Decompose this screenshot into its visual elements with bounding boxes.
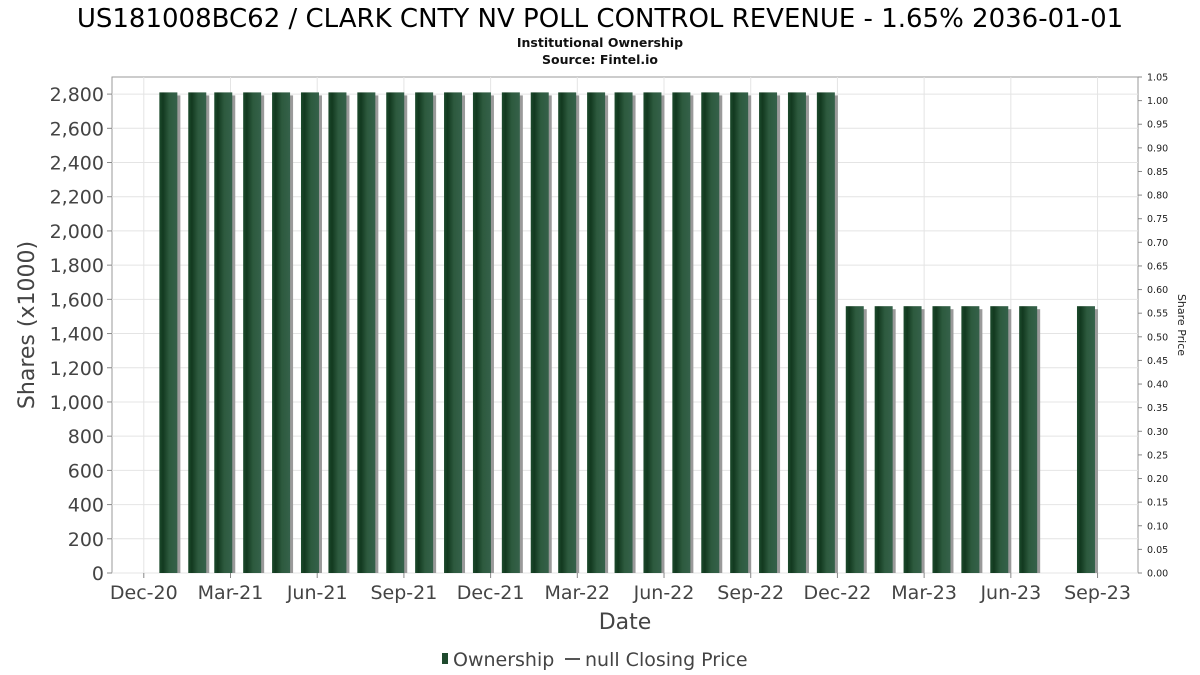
legend-price-label: null Closing Price <box>585 649 748 671</box>
y2-tick-label: 0.25 <box>1147 450 1168 461</box>
y2-tick-label: 1.00 <box>1147 96 1168 107</box>
y-tick-label: 2,600 <box>50 118 104 140</box>
ownership-bar <box>214 92 233 574</box>
ownership-bar <box>530 92 549 574</box>
y-tick-label: 2,000 <box>50 221 104 243</box>
y-tick-label: 1,400 <box>50 324 104 346</box>
ownership-bar <box>188 92 207 574</box>
y2-tick-label: 0.00 <box>1147 569 1168 580</box>
ownership-bar <box>845 306 864 573</box>
ownership-bars <box>159 92 1098 574</box>
ownership-bar <box>386 92 405 574</box>
y2-tick-label: 0.75 <box>1147 214 1168 225</box>
x-tick-label: Jun-22 <box>633 582 695 604</box>
x-tick-label: Sep-21 <box>370 582 437 604</box>
x-tick-label: Jun-23 <box>979 582 1041 604</box>
y-tick-label: 2,800 <box>50 84 104 106</box>
y2-tick-label: 0.35 <box>1147 403 1168 414</box>
ownership-bar <box>759 92 778 574</box>
y-tick-label: 1,800 <box>50 255 104 277</box>
y-axis-label: Shares (x1000) <box>15 241 40 409</box>
ownership-bar <box>730 92 749 574</box>
ownership-bar <box>472 92 491 574</box>
legend: Ownership null Closing Price <box>442 649 748 671</box>
chart-source: Source: Fintel.io <box>542 52 658 67</box>
x-tick-label: Sep-23 <box>1064 582 1131 604</box>
y2-tick-label: 0.55 <box>1147 309 1168 320</box>
x-tick-label: Dec-21 <box>457 582 525 604</box>
ownership-bar <box>990 306 1009 573</box>
y-axis-ticks: 0 200 400 600 800 1,000 1,200 1,400 1,600 1,800 2,… <box>50 84 112 585</box>
y2-tick-label: 1.05 <box>1147 73 1168 84</box>
ownership-bar <box>415 92 434 574</box>
ownership-bar <box>272 92 291 574</box>
ownership-bar <box>932 306 951 573</box>
ownership-bar <box>614 92 633 574</box>
ownership-bar <box>328 92 347 574</box>
y2-tick-label: 0.15 <box>1147 498 1168 509</box>
y-tick-label: 1,000 <box>50 392 104 414</box>
ownership-bar <box>444 92 463 574</box>
y-tick-label: 800 <box>68 426 104 448</box>
ownership-bar <box>903 306 922 573</box>
chart-subtitle: Institutional Ownership <box>517 35 683 50</box>
y2-tick-label: 0.30 <box>1147 427 1168 438</box>
y2-tick-label: 0.20 <box>1147 474 1168 485</box>
y-tick-label: 1,600 <box>50 289 104 311</box>
y2-tick-label: 0.70 <box>1147 238 1168 249</box>
y2-tick-label: 0.65 <box>1147 261 1168 272</box>
ownership-bar <box>1019 306 1038 573</box>
y2-tick-label: 0.40 <box>1147 380 1168 391</box>
y2-tick-label: 0.10 <box>1147 521 1168 532</box>
ownership-bar <box>587 92 606 574</box>
ownership-bar <box>787 92 806 574</box>
ownership-bar <box>961 306 980 573</box>
ownership-bar <box>357 92 376 574</box>
y2-tick-label: 0.50 <box>1147 332 1168 343</box>
y-tick-label: 2,200 <box>50 187 104 209</box>
ownership-bar <box>701 92 720 574</box>
y-tick-label: 1,200 <box>50 358 104 380</box>
y2-tick-label: 0.45 <box>1147 356 1168 367</box>
y-tick-label: 0 <box>92 563 104 585</box>
ownership-bar <box>159 92 178 574</box>
x-tick-label: Jun-21 <box>286 582 348 604</box>
y2-tick-label: 0.60 <box>1147 285 1168 296</box>
y2-tick-label: 0.05 <box>1147 545 1168 556</box>
ownership-bar <box>643 92 662 574</box>
y-tick-label: 2,400 <box>50 153 104 175</box>
y2-axis-label: Share Price <box>1175 294 1188 356</box>
ownership-bar <box>300 92 319 574</box>
chart-title: US181008BC62 / CLARK CNTY NV POLL CONTRO… <box>77 4 1123 34</box>
ownership-bar <box>672 92 691 574</box>
ownership-bar <box>874 306 893 573</box>
ownership-bar <box>243 92 262 574</box>
y-tick-label: 400 <box>68 495 104 517</box>
y2-tick-label: 0.90 <box>1147 143 1168 154</box>
y2-tick-label: 0.80 <box>1147 191 1168 202</box>
y2-tick-label: 0.85 <box>1147 167 1168 178</box>
y2-axis-ticks: 0.00 0.05 0.10 0.15 0.20 0.25 0.30 0.35 0.40 0.45… <box>1138 73 1168 580</box>
ownership-bar <box>501 92 520 574</box>
ownership-bar <box>816 92 835 574</box>
ownership-bar <box>1076 306 1095 573</box>
ownership-bar <box>558 92 577 574</box>
x-tick-label: Mar-23 <box>891 582 957 604</box>
x-tick-label: Mar-21 <box>198 582 264 604</box>
legend-ownership-swatch <box>442 653 448 664</box>
x-axis-label: Date <box>599 610 652 635</box>
y2-tick-label: 0.95 <box>1147 120 1168 131</box>
y-tick-label: 200 <box>68 529 104 551</box>
legend-ownership-label: Ownership <box>453 649 554 671</box>
x-tick-label: Dec-22 <box>804 582 872 604</box>
x-tick-label: Sep-22 <box>717 582 784 604</box>
y-tick-label: 600 <box>68 460 104 482</box>
x-tick-label: Mar-22 <box>544 582 610 604</box>
x-tick-label: Dec-20 <box>110 582 178 604</box>
x-axis-ticks: Dec-20 Mar-21 Jun-21 Sep-21 Dec-21 Mar-22 Jun-… <box>110 573 1131 604</box>
